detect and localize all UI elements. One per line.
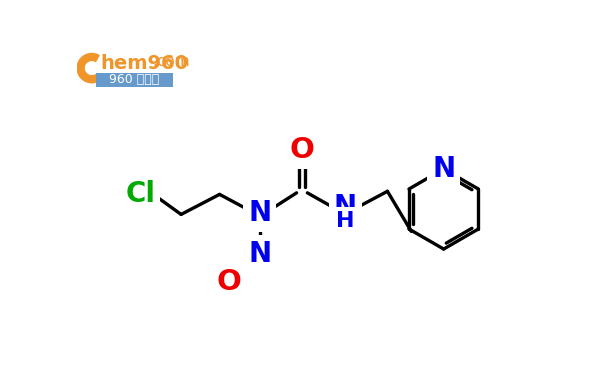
FancyBboxPatch shape bbox=[96, 73, 172, 87]
Text: 960 化工网: 960 化工网 bbox=[109, 73, 159, 86]
Text: N: N bbox=[248, 199, 271, 227]
Text: N: N bbox=[333, 194, 357, 222]
Text: Cl: Cl bbox=[125, 180, 155, 209]
Text: H: H bbox=[336, 211, 355, 231]
Text: N: N bbox=[432, 155, 455, 183]
Text: O: O bbox=[217, 268, 241, 296]
Wedge shape bbox=[77, 54, 99, 83]
Text: hem960: hem960 bbox=[100, 54, 188, 73]
Text: O: O bbox=[290, 136, 315, 164]
Text: N: N bbox=[248, 240, 271, 268]
Text: .com: .com bbox=[152, 54, 190, 69]
